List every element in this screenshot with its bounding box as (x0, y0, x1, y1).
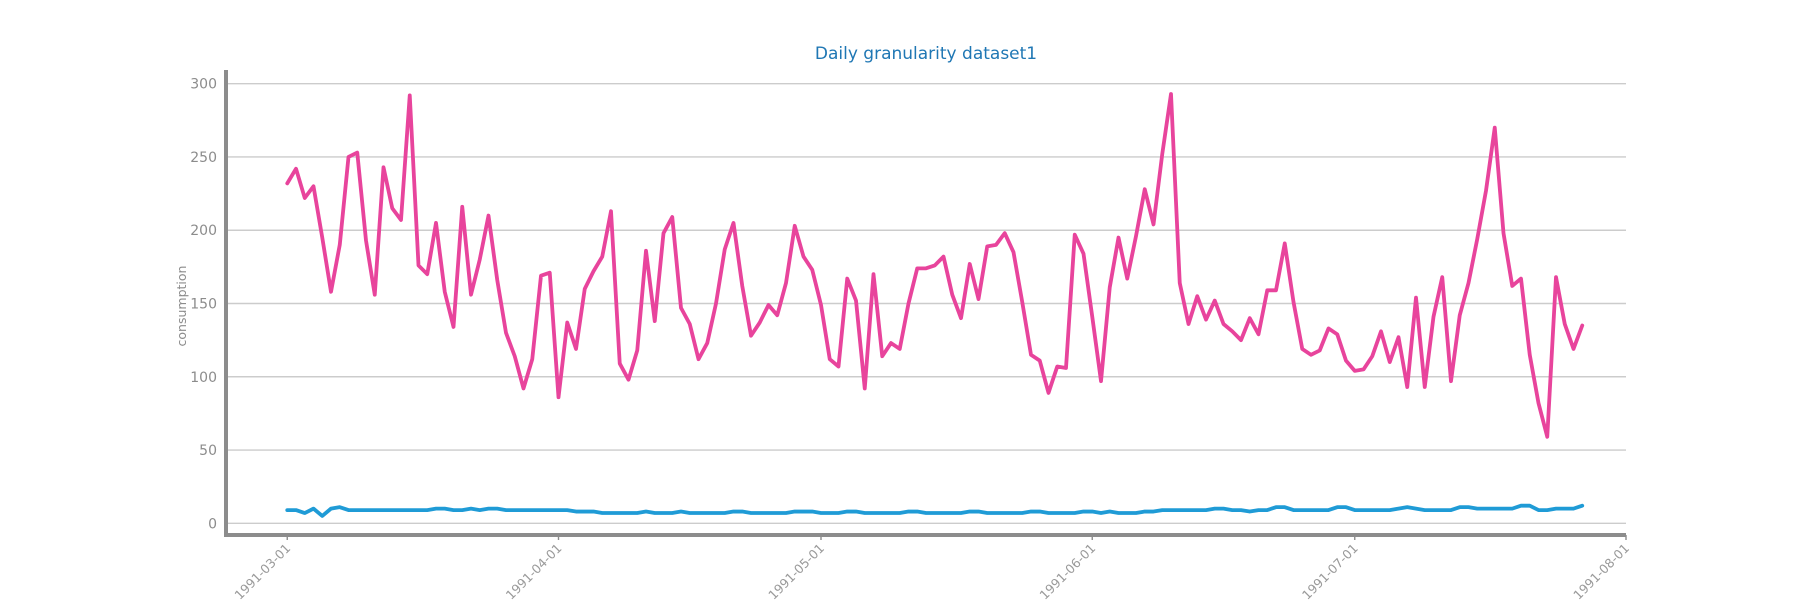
x-tick-label: 1991-07-01 (1299, 541, 1361, 600)
y-tick-label: 50 (199, 443, 217, 459)
x-tick-label: 1991-08-01 (1570, 541, 1632, 600)
y-tick-label: 200 (190, 223, 217, 239)
y-tick-label: 150 (190, 297, 217, 313)
chart-title: Daily granularity dataset1 (815, 44, 1037, 64)
x-tick-label: 1991-06-01 (1036, 541, 1098, 600)
y-tick-label: 250 (190, 150, 217, 166)
y-tick-label: 0 (208, 516, 217, 532)
axes (224, 70, 1627, 540)
y-tick-label: 100 (190, 370, 217, 386)
series-line-2 (285, 503, 1585, 518)
x-tick-labels: 1991-03-01 1991-04-01 1991-05-01 1991-06-01… (231, 541, 1632, 600)
y-tick-label: 300 (190, 77, 217, 93)
y-tick-labels: 0 50 100 150 200 250 300 (190, 77, 217, 533)
x-tick-label: 1991-04-01 (503, 541, 565, 600)
series-line-1 (285, 92, 1585, 439)
x-tick-label: 1991-05-01 (765, 541, 827, 600)
y-axis-label: consumption (174, 266, 189, 347)
series-layer (285, 92, 1585, 518)
x-tick-label: 1991-03-01 (231, 541, 293, 600)
